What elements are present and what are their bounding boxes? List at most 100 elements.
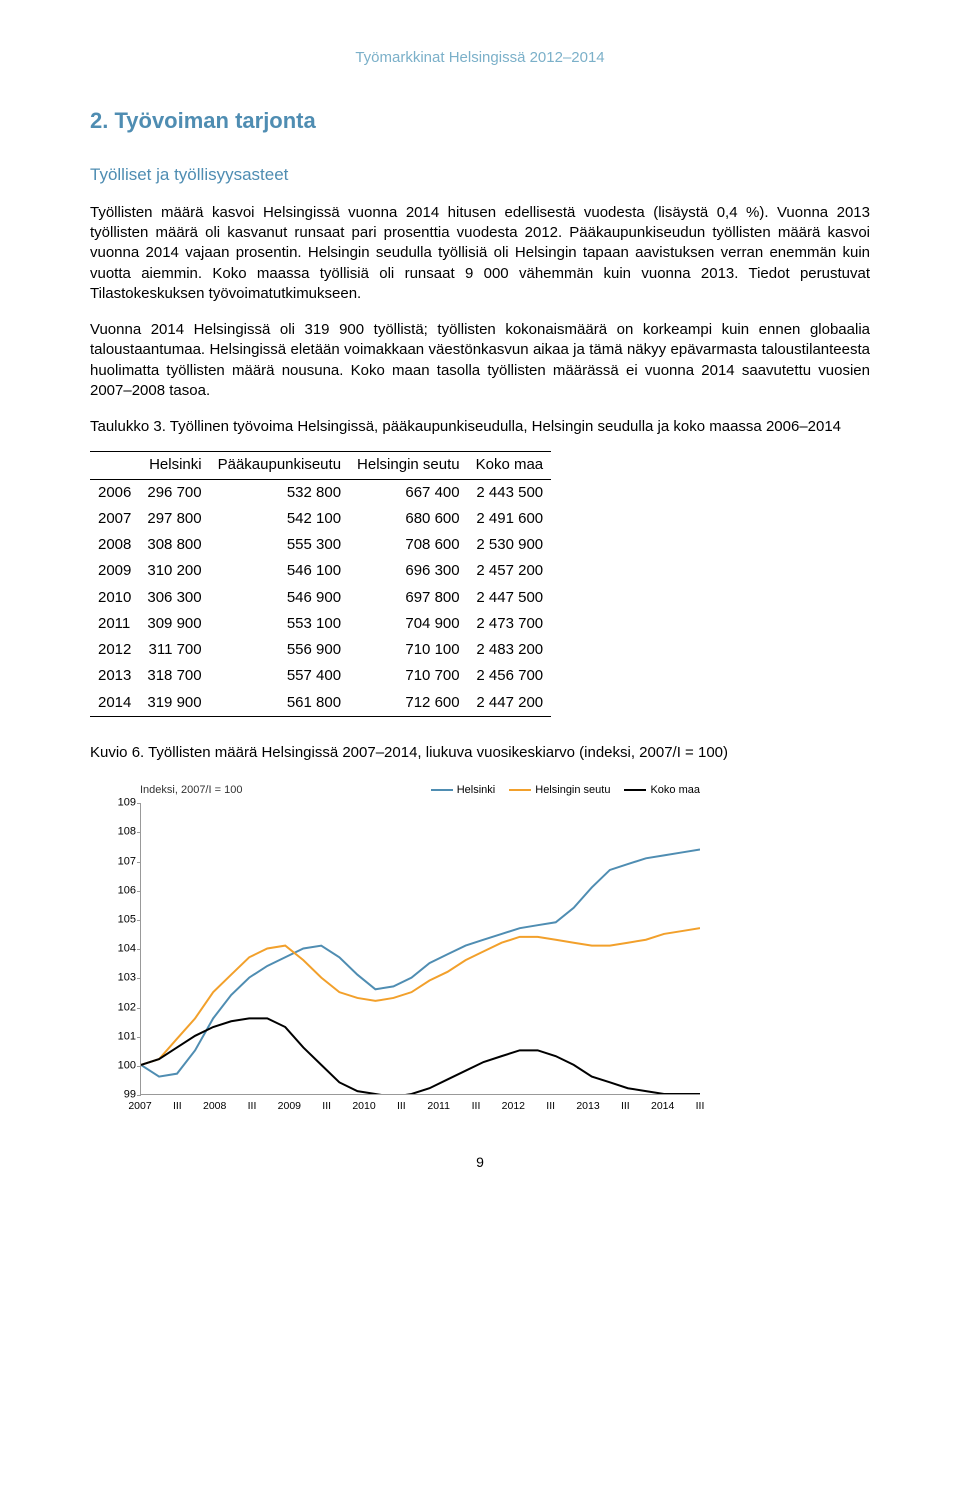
table-cell: 712 600 <box>349 690 468 717</box>
x-axis-label: III <box>248 1099 257 1113</box>
table-cell: 557 400 <box>210 663 349 689</box>
table-caption: Taulukko 3. Työllinen työvoima Helsingis… <box>90 417 870 437</box>
y-axis-label: 101 <box>114 1029 136 1044</box>
x-axis-label: 2009 <box>278 1099 301 1113</box>
x-axis-label: 2014 <box>651 1099 674 1113</box>
table-cell: 542 100 <box>210 506 349 532</box>
table-cell: 546 900 <box>210 585 349 611</box>
table-header-cell: Pääkaupunkiseutu <box>210 452 349 479</box>
table-cell: 2012 <box>90 637 139 663</box>
table-cell: 2 473 700 <box>468 611 552 637</box>
table-row: 2007297 800542 100680 6002 491 600 <box>90 506 551 532</box>
table-cell: 309 900 <box>139 611 209 637</box>
table-row: 2008308 800555 300708 6002 530 900 <box>90 532 551 558</box>
page-number: 9 <box>90 1153 870 1172</box>
table-cell: 296 700 <box>139 479 209 506</box>
table-row: 2011309 900553 100704 9002 473 700 <box>90 611 551 637</box>
table-row: 2014319 900561 800712 6002 447 200 <box>90 690 551 717</box>
table-cell: 2 447 200 <box>468 690 552 717</box>
x-axis-label: 2012 <box>502 1099 525 1113</box>
table-cell: 546 100 <box>210 558 349 584</box>
sub-title: Työlliset ja työllisyysasteet <box>90 164 870 187</box>
table-cell: 2 457 200 <box>468 558 552 584</box>
table-cell: 2014 <box>90 690 139 717</box>
chart-y-axis-title: Indeksi, 2007/I = 100 <box>140 783 242 798</box>
table-cell: 667 400 <box>349 479 468 506</box>
paragraph-2: Vuonna 2014 Helsingissä oli 319 900 työl… <box>90 320 870 401</box>
table-cell: 2 443 500 <box>468 479 552 506</box>
table-cell: 696 300 <box>349 558 468 584</box>
table-cell: 2 483 200 <box>468 637 552 663</box>
table-cell: 556 900 <box>210 637 349 663</box>
table-cell: 308 800 <box>139 532 209 558</box>
x-axis-label: 2008 <box>203 1099 226 1113</box>
table-cell: 561 800 <box>210 690 349 717</box>
table-cell: 697 800 <box>349 585 468 611</box>
table-cell: 2 447 500 <box>468 585 552 611</box>
x-axis-label: 2011 <box>427 1099 450 1113</box>
table-header-cell <box>90 452 139 479</box>
y-axis-label: 107 <box>114 854 136 869</box>
x-axis-label: 2007 <box>128 1099 151 1113</box>
table-cell: 310 200 <box>139 558 209 584</box>
table-cell: 708 600 <box>349 532 468 558</box>
chart-caption: Kuvio 6. Työllisten määrä Helsingissä 20… <box>90 743 870 763</box>
chart-series-line <box>141 850 700 1077</box>
table-cell: 2 530 900 <box>468 532 552 558</box>
table-cell: 553 100 <box>210 611 349 637</box>
table-row: 2012311 700556 900710 1002 483 200 <box>90 637 551 663</box>
legend-label: Koko maa <box>650 783 700 798</box>
table-cell: 318 700 <box>139 663 209 689</box>
legend-item: Helsingin seutu <box>509 783 610 798</box>
y-axis-label: 106 <box>114 883 136 898</box>
y-axis-label: 100 <box>114 1059 136 1074</box>
chart: Indeksi, 2007/I = 100 Helsinki Helsingin … <box>140 781 700 1113</box>
legend-item: Helsinki <box>431 783 496 798</box>
x-axis-label: III <box>546 1099 555 1113</box>
table-cell: 2 491 600 <box>468 506 552 532</box>
table-cell: 2011 <box>90 611 139 637</box>
legend-label: Helsinki <box>457 783 496 798</box>
table-header-cell: Helsinki <box>139 452 209 479</box>
table-cell: 680 600 <box>349 506 468 532</box>
table-cell: 2010 <box>90 585 139 611</box>
table-cell: 306 300 <box>139 585 209 611</box>
x-axis-label: III <box>322 1099 331 1113</box>
chart-lines <box>141 803 700 1094</box>
table-cell: 319 900 <box>139 690 209 717</box>
table-row: 2013318 700557 400710 7002 456 700 <box>90 663 551 689</box>
legend-label: Helsingin seutu <box>535 783 610 798</box>
running-header: Työmarkkinat Helsingissä 2012–2014 <box>90 48 870 68</box>
y-axis-label: 105 <box>114 913 136 928</box>
legend-swatch <box>431 789 453 791</box>
y-axis-label: 109 <box>114 796 136 811</box>
table-cell: 532 800 <box>210 479 349 506</box>
table-cell: 2 456 700 <box>468 663 552 689</box>
table-header-cell: Helsingin seutu <box>349 452 468 479</box>
chart-series-line <box>141 928 700 1065</box>
chart-legend: Helsinki Helsingin seutu Koko maa <box>431 783 700 798</box>
x-axis-label: III <box>621 1099 630 1113</box>
data-table: HelsinkiPääkaupunkiseutuHelsingin seutuK… <box>90 451 551 717</box>
x-axis-label: III <box>696 1099 705 1113</box>
table-header-cell: Koko maa <box>468 452 552 479</box>
legend-swatch <box>509 789 531 791</box>
chart-plot-area <box>140 803 700 1095</box>
x-axis-label: III <box>173 1099 182 1113</box>
section-title: 2. Työvoiman tarjonta <box>90 106 870 136</box>
table-cell: 704 900 <box>349 611 468 637</box>
x-axis-label: III <box>472 1099 481 1113</box>
table-row: 2010306 300546 900697 8002 447 500 <box>90 585 551 611</box>
table-cell: 297 800 <box>139 506 209 532</box>
x-axis-label: 2013 <box>576 1099 599 1113</box>
table-row: 2006296 700532 800667 4002 443 500 <box>90 479 551 506</box>
table-row: 2009310 200546 100696 3002 457 200 <box>90 558 551 584</box>
table-cell: 2006 <box>90 479 139 506</box>
legend-swatch <box>624 789 646 791</box>
table-cell: 710 700 <box>349 663 468 689</box>
y-axis-label: 102 <box>114 1000 136 1015</box>
table-cell: 2008 <box>90 532 139 558</box>
y-axis-label: 103 <box>114 971 136 986</box>
y-axis-label: 108 <box>114 825 136 840</box>
page: Työmarkkinat Helsingissä 2012–2014 2. Ty… <box>0 0 960 1212</box>
